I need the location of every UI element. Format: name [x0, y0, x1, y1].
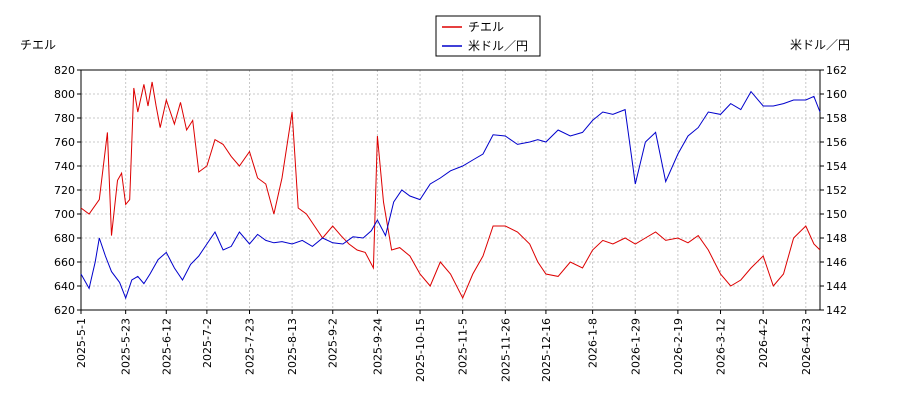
left-tick-label: 820 [54, 64, 75, 77]
series-line-usdjpy [80, 90, 821, 300]
right-tick-label: 144 [826, 280, 847, 293]
x-tick-label: 2025-11-5 [457, 318, 470, 375]
left-tick-label: 760 [54, 136, 75, 149]
right-tick-label: 148 [826, 232, 847, 245]
x-tick-label: 2026-4-2 [757, 318, 770, 368]
left-axis-ticks: 620 640 660 680 700 720 740 760 780 800 820 [54, 64, 81, 317]
left-axis-title: チエル [20, 38, 56, 52]
x-tick-label: 2026-1-8 [587, 318, 600, 368]
x-tick-label: 2025-12-16 [540, 318, 553, 382]
right-axis-ticks: 142 144 146 148 150 152 154 156 158 160 162 [820, 64, 847, 317]
x-tick-label: 2025-8-13 [286, 318, 299, 375]
series-layer [80, 81, 821, 300]
legend-label-usdjpy: 米ドル／円 [468, 39, 528, 53]
x-tick-label: 2025-11-26 [499, 318, 512, 382]
left-tick-label: 640 [54, 280, 75, 293]
legend-box [435, 15, 541, 57]
x-tick-label: 2026-1-29 [629, 318, 642, 375]
left-tick-label: 660 [54, 256, 75, 269]
right-tick-label: 154 [826, 160, 847, 173]
legend: チエル 米ドル／円 [435, 15, 541, 57]
right-tick-label: 160 [826, 88, 847, 101]
x-tick-label: 2025-9-24 [371, 318, 384, 375]
x-tick-label: 2026-3-12 [715, 318, 728, 375]
legend-label-chieru: チエル [468, 20, 504, 34]
x-tick-label: 2025-7-23 [244, 318, 257, 375]
x-tick-label: 2026-4-23 [800, 318, 813, 375]
chart-grid [80, 69, 820, 311]
right-tick-label: 142 [826, 304, 847, 317]
x-tick-label: 2025-5-23 [120, 318, 133, 375]
right-tick-label: 146 [826, 256, 847, 269]
left-tick-label: 740 [54, 160, 75, 173]
left-tick-label: 700 [54, 208, 75, 221]
x-tick-label: 2025-5-1 [75, 318, 88, 368]
left-tick-label: 800 [54, 88, 75, 101]
x-tick-label: 2026-2-19 [672, 318, 685, 375]
left-tick-label: 620 [54, 304, 75, 317]
right-axis-title: 米ドル／円 [790, 38, 850, 52]
right-tick-label: 158 [826, 112, 847, 125]
right-tick-label: 162 [826, 64, 847, 77]
right-tick-label: 156 [826, 136, 847, 149]
x-axis-ticks: 2025-5-1 2025-5-23 2025-6-12 2025-7-2 2025-7… [75, 310, 813, 382]
right-tick-label: 150 [826, 208, 847, 221]
left-tick-label: 680 [54, 232, 75, 245]
right-tick-label: 152 [826, 184, 847, 197]
x-tick-label: 2025-6-12 [160, 318, 173, 375]
x-tick-label: 2025-7-2 [201, 318, 214, 368]
x-tick-label: 2025-9-2 [327, 318, 340, 368]
left-tick-label: 720 [54, 184, 75, 197]
x-tick-label: 2025-10-15 [414, 318, 427, 382]
left-tick-label: 780 [54, 112, 75, 125]
series-line-chieru [80, 81, 821, 300]
